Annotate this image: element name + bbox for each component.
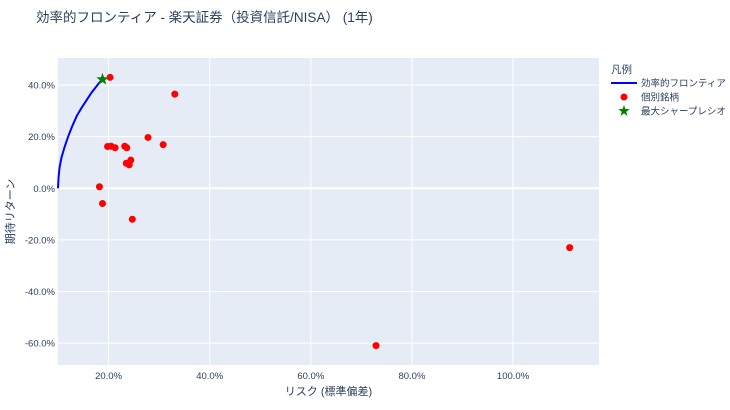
y-tick-label: 0.0% [33,184,55,195]
asset-point [95,183,103,191]
asset-point [128,215,136,223]
x-axis-label: リスク (標準偏差) [285,384,372,398]
y-axis-label: 期待リターン [3,179,17,244]
asset-point [106,73,114,81]
max-sharpe-star [96,72,109,85]
asset-point [159,141,167,149]
asset-point [123,144,131,152]
x-tick-label: 20.0% [95,371,122,382]
x-tick-labels: 20.0% 40.0% 60.0% 80.0% 100.0% [95,371,530,382]
x-tick-label: 80.0% [398,371,425,382]
asset-point [372,342,380,350]
y-tick-labels: 40.0% 20.0% 0.0% -20.0% -40.0% -60.0% [25,81,56,350]
y-tick-label: 40.0% [28,81,55,92]
plot-background [58,58,599,365]
legend-max-sharpe-label: 最大シャープレシオ [641,106,726,118]
legend-item-assets[interactable]: 個別銘柄 [620,92,680,104]
x-tick-label: 100.0% [497,371,530,382]
legend-item-frontier[interactable]: 効率的フロンティア [611,78,726,90]
legend[interactable]: 凡例 効率的フロンティア 個別銘柄 最大シャープレシオ [611,63,726,118]
asset-point [125,161,133,169]
y-tick-label: -60.0% [25,339,56,350]
x-tick-label: 60.0% [297,371,324,382]
efficient-frontier-line [57,79,103,189]
asset-point [111,144,119,152]
asset-point [171,90,179,98]
legend-assets-swatch [620,93,628,101]
legend-title: 凡例 [611,63,632,76]
y-tick-label: 20.0% [28,132,55,143]
asset-point [566,244,574,252]
asset-point [144,133,152,141]
y-tick-label: -20.0% [25,235,56,246]
legend-star-icon [618,105,630,116]
y-tick-label: -40.0% [25,287,56,298]
x-tick-label: 40.0% [196,371,223,382]
asset-point [98,200,106,208]
series [57,72,574,350]
legend-assets-label: 個別銘柄 [641,92,679,104]
legend-item-max-sharpe[interactable]: 最大シャープレシオ [618,105,726,118]
legend-frontier-label: 効率的フロンティア [641,78,726,90]
chart-title: 効率的フロンティア - 楽天証券（投資信託/NISA） (1年) [36,9,373,25]
